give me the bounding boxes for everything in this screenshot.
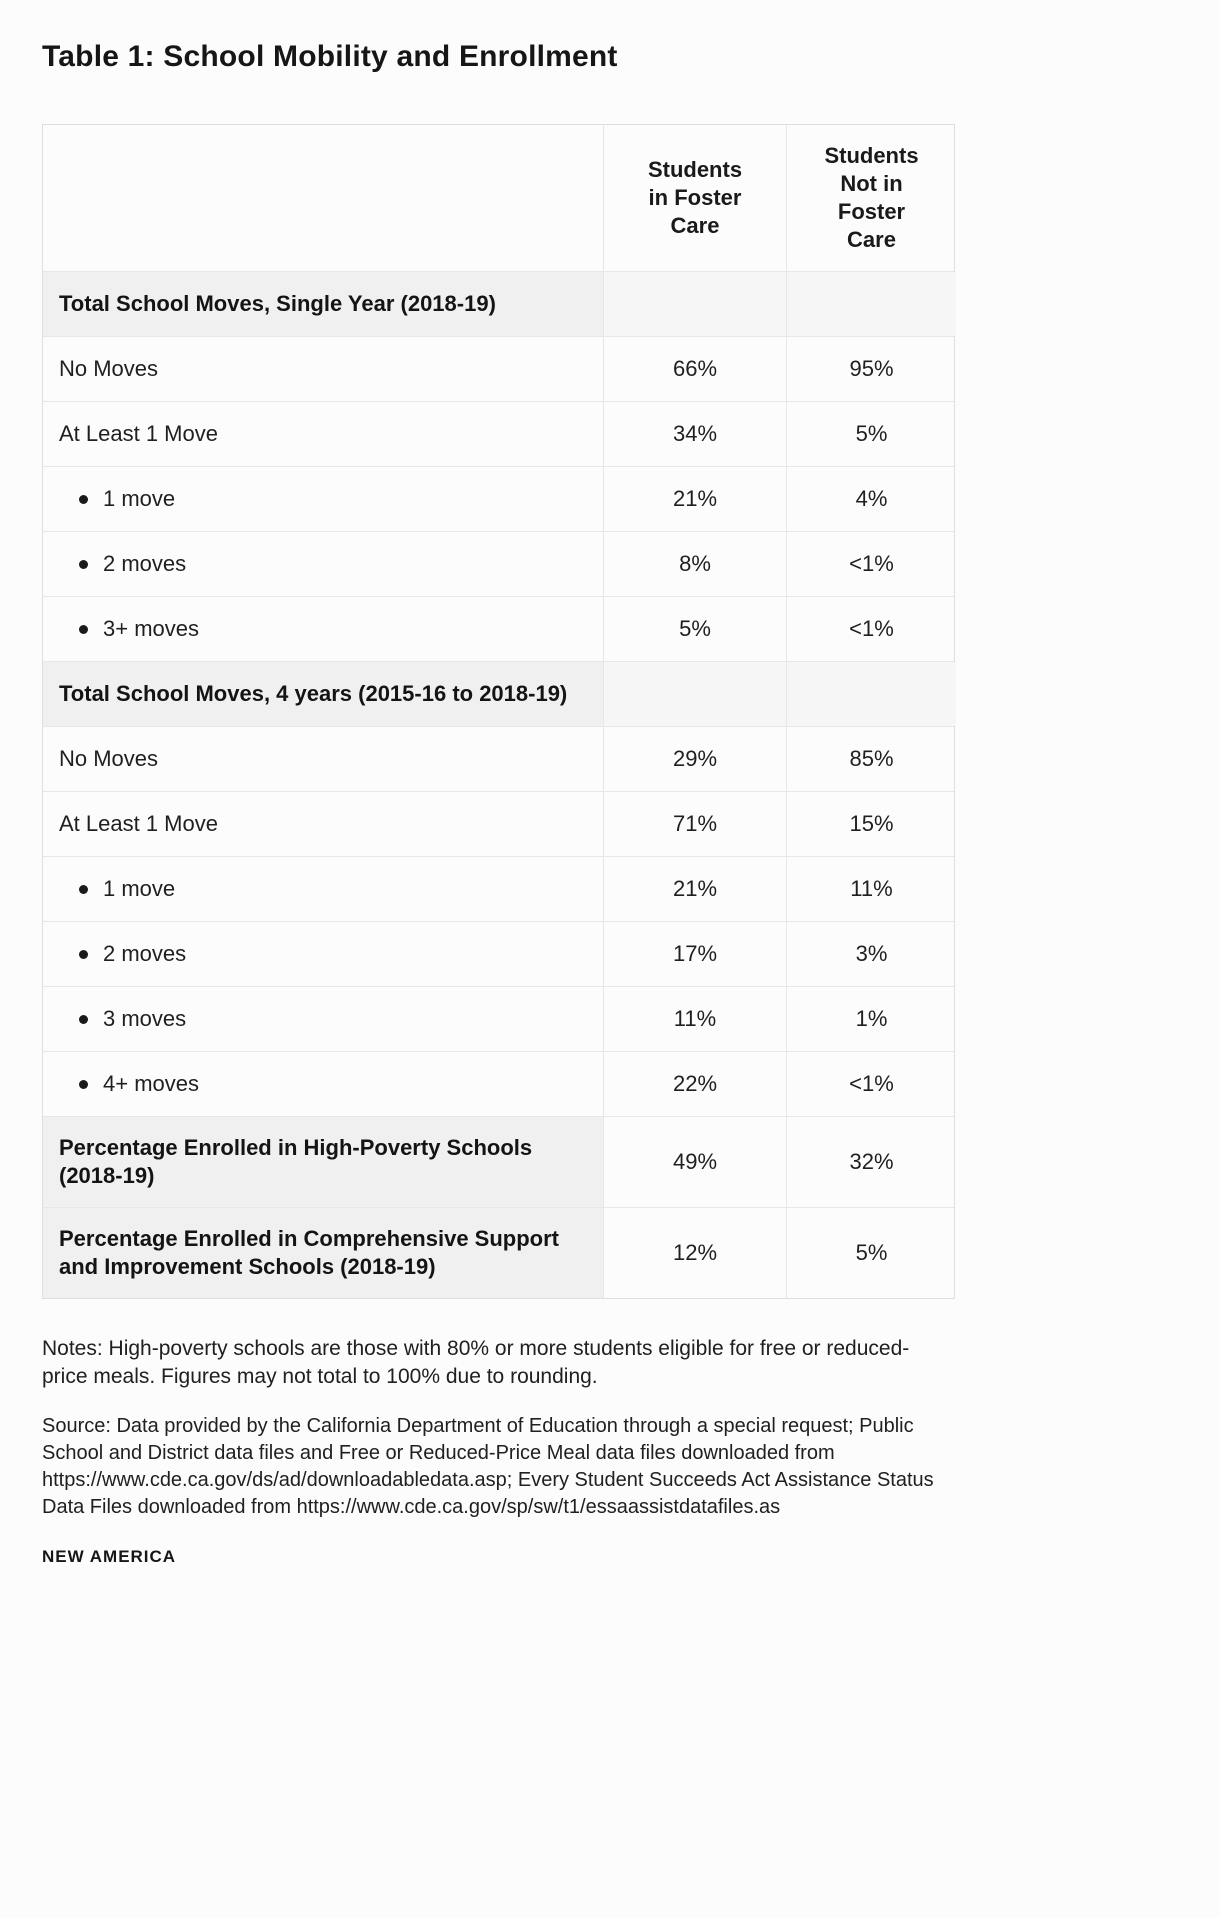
table-row: 3 moves 11% 1%	[43, 987, 954, 1052]
row-label-cell: 2 moves	[43, 532, 603, 596]
row-label-cell: No Moves	[43, 727, 603, 791]
table-row: At Least 1 Move 34% 5%	[43, 402, 954, 467]
row-label: 3 moves	[103, 1006, 187, 1031]
cell-not-foster: 5%	[786, 402, 956, 466]
table-header-row: Students in Foster Care Students Not in …	[43, 125, 954, 272]
table-row: 3+ moves 5% <1%	[43, 597, 954, 662]
table-row: 4+ moves 22% <1%	[43, 1052, 954, 1117]
table-row: At Least 1 Move 71% 15%	[43, 792, 954, 857]
cell-not-foster: 5%	[786, 1208, 956, 1298]
cell-foster: 29%	[603, 727, 786, 791]
cell-foster: 8%	[603, 532, 786, 596]
cell-foster: 21%	[603, 467, 786, 531]
table-source: Source: Data provided by the California …	[42, 1415, 934, 1518]
cell-foster: 34%	[603, 402, 786, 466]
summary-label: Percentage Enrolled in Comprehensive Sup…	[43, 1208, 603, 1298]
cell-not-foster: <1%	[786, 1052, 956, 1116]
cell-not-foster	[786, 272, 956, 336]
summary-label: Percentage Enrolled in High-Poverty Scho…	[43, 1117, 603, 1207]
bullet-icon	[79, 1079, 88, 1089]
table-row: No Moves 66% 95%	[43, 337, 954, 402]
cell-foster: 11%	[603, 987, 786, 1051]
cell-foster: 22%	[603, 1052, 786, 1116]
cell-not-foster: 3%	[786, 922, 956, 986]
row-label: No Moves	[59, 356, 159, 381]
cell-foster	[603, 662, 786, 726]
cell-foster: 66%	[603, 337, 786, 401]
cell-not-foster: 95%	[786, 337, 956, 401]
table-summary-row: Percentage Enrolled in High-Poverty Scho…	[43, 1117, 954, 1208]
cell-foster: 49%	[603, 1117, 786, 1207]
table-notes: Notes: High-poverty schools are those wi…	[42, 1337, 910, 1388]
table-row: 1 move 21% 11%	[43, 857, 954, 922]
cell-not-foster	[786, 662, 956, 726]
report-page: Table 1: School Mobility and Enrollment …	[42, 40, 956, 1566]
row-label: Total School Moves, Single Year (2018-19…	[59, 291, 496, 316]
page-title: Table 1: School Mobility and Enrollment	[42, 40, 618, 73]
column-header-foster-care: Students in Foster Care	[603, 125, 786, 271]
row-label-cell: 2 moves	[43, 922, 603, 986]
row-label: 2 moves	[103, 941, 187, 966]
cell-not-foster: <1%	[786, 597, 956, 661]
row-label-cell: At Least 1 Move	[43, 402, 603, 466]
bullet-icon	[79, 884, 88, 894]
header-empty-cell	[43, 125, 603, 271]
cell-foster: 12%	[603, 1208, 786, 1298]
row-label-cell: 4+ moves	[43, 1052, 603, 1116]
bullet-icon	[79, 494, 88, 504]
row-label-cell: No Moves	[43, 337, 603, 401]
table-row: 2 moves 8% <1%	[43, 532, 954, 597]
section-label: Total School Moves, 4 years (2015-16 to …	[43, 662, 603, 726]
cell-not-foster: 15%	[786, 792, 956, 856]
row-label: 3+ moves	[103, 616, 199, 641]
cell-not-foster: 1%	[786, 987, 956, 1051]
cell-not-foster: 85%	[786, 727, 956, 791]
bullet-icon	[79, 624, 88, 634]
row-label-cell: At Least 1 Move	[43, 792, 603, 856]
new-america-wordmark: NEW AMERICA	[42, 1547, 177, 1566]
column-header-label: Students in Foster Care	[647, 157, 743, 238]
table-row: No Moves 29% 85%	[43, 727, 954, 792]
row-label-cell: 1 move	[43, 467, 603, 531]
cell-not-foster: 4%	[786, 467, 956, 531]
cell-foster: 5%	[603, 597, 786, 661]
row-label: Total School Moves, 4 years (2015-16 to …	[59, 681, 568, 706]
table-summary-row: Percentage Enrolled in Comprehensive Sup…	[43, 1208, 954, 1298]
row-label-cell: 1 move	[43, 857, 603, 921]
bullet-icon	[79, 1014, 88, 1024]
cell-foster	[603, 272, 786, 336]
row-label-cell: 3 moves	[43, 987, 603, 1051]
cell-not-foster: 11%	[786, 857, 956, 921]
table-section-row: Total School Moves, 4 years (2015-16 to …	[43, 662, 956, 727]
row-label: 2 moves	[103, 551, 187, 576]
table-section-row: Total School Moves, Single Year (2018-19…	[43, 272, 956, 337]
row-label: 4+ moves	[103, 1071, 199, 1096]
row-label-cell: 3+ moves	[43, 597, 603, 661]
row-label: 1 move	[103, 486, 176, 511]
bullet-icon	[79, 949, 88, 959]
cell-foster: 71%	[603, 792, 786, 856]
table-row: 2 moves 17% 3%	[43, 922, 954, 987]
row-label: No Moves	[59, 746, 159, 771]
column-header-not-foster-care: Students Not in Foster Care	[786, 125, 956, 271]
cell-not-foster: <1%	[786, 532, 956, 596]
column-header-label: Students Not in Foster Care	[824, 143, 919, 252]
school-mobility-table: Students in Foster Care Students Not in …	[42, 124, 956, 1299]
row-label: 1 move	[103, 876, 176, 901]
table-row: 1 move 21% 4%	[43, 467, 954, 532]
cell-foster: 21%	[603, 857, 786, 921]
row-label: At Least 1 Move	[59, 421, 218, 446]
row-label: Percentage Enrolled in Comprehensive Sup…	[59, 1226, 559, 1279]
bullet-icon	[79, 559, 88, 569]
row-label: At Least 1 Move	[59, 811, 218, 836]
cell-foster: 17%	[603, 922, 786, 986]
row-label: Percentage Enrolled in High-Poverty Scho…	[59, 1135, 533, 1188]
section-label: Total School Moves, Single Year (2018-19…	[43, 272, 603, 336]
cell-not-foster: 32%	[786, 1117, 956, 1207]
